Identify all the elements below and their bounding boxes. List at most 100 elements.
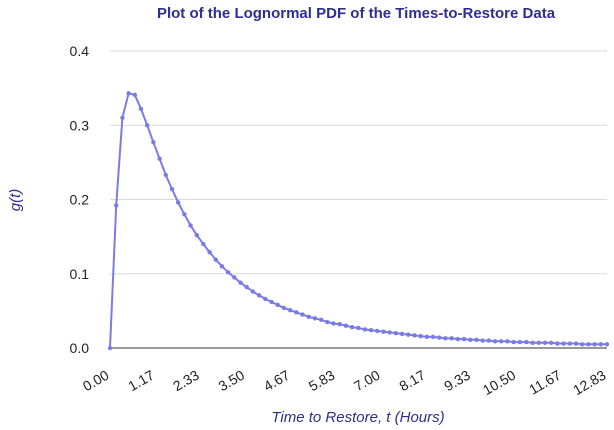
x-tick-label: 4.67	[261, 367, 293, 395]
data-point	[250, 289, 256, 294]
data-point	[580, 342, 585, 347]
data-point	[480, 338, 485, 343]
chart-title: Plot of the Lognormal PDF of the Times-t…	[157, 5, 556, 22]
data-point	[312, 316, 318, 321]
data-point	[256, 293, 262, 298]
data-point	[349, 325, 355, 330]
data-point	[194, 232, 199, 238]
x-axis-label: Time to Restore, t (Hours)	[271, 409, 444, 426]
data-point	[343, 323, 349, 328]
data-point	[225, 270, 231, 275]
x-tick-label: 7.00	[351, 367, 383, 395]
data-point	[138, 106, 144, 112]
data-point	[207, 250, 212, 255]
data-point	[132, 92, 137, 98]
x-tick-label: 0.00	[80, 367, 112, 395]
data-point	[430, 334, 436, 340]
data-point	[362, 327, 368, 332]
data-point	[188, 223, 193, 228]
data-point	[455, 336, 461, 342]
x-tick-label: 1.17	[125, 367, 157, 395]
data-point	[399, 331, 405, 337]
x-tick-label: 5.83	[306, 367, 338, 395]
data-point	[536, 340, 542, 346]
data-point	[406, 332, 411, 337]
data-point	[232, 275, 237, 280]
data-point	[244, 284, 249, 290]
series-line	[109, 92, 607, 349]
data-point	[542, 340, 548, 346]
data-point	[549, 340, 554, 346]
data-point	[517, 339, 523, 345]
data-point	[213, 257, 218, 262]
data-point	[331, 321, 336, 326]
data-point	[418, 333, 423, 339]
data-point	[555, 341, 560, 346]
y-tick-label: 0.2	[70, 192, 90, 208]
data-point	[113, 203, 119, 208]
data-point	[120, 115, 125, 121]
data-point	[163, 172, 168, 178]
data-point	[318, 317, 324, 322]
data-point	[524, 339, 529, 345]
y-tick-label: 0.1	[70, 266, 90, 282]
data-point	[437, 335, 442, 340]
data-point	[107, 345, 113, 351]
data-point	[499, 339, 504, 344]
x-tick-label: 10.50	[480, 367, 519, 398]
data-point	[530, 340, 535, 346]
data-point	[126, 91, 131, 96]
data-point	[201, 241, 206, 247]
x-tick-label: 9.33	[441, 367, 473, 395]
data-point	[505, 339, 510, 344]
x-tick-label: 8.17	[396, 367, 428, 395]
data-point	[325, 319, 330, 325]
data-point	[238, 280, 243, 285]
data-point	[337, 322, 342, 327]
data-point	[486, 338, 492, 343]
data-point	[157, 156, 162, 161]
data-point	[387, 330, 392, 335]
data-point	[412, 333, 417, 338]
series-group	[107, 91, 610, 351]
data-point	[182, 212, 187, 217]
y-tick-label: 0.3	[70, 117, 90, 133]
data-point	[275, 302, 280, 308]
data-point	[294, 310, 299, 315]
y-tick-label: 0.0	[70, 340, 90, 356]
x-tick-label: 12.83	[570, 367, 609, 398]
x-tick-label: 3.50	[215, 367, 247, 395]
data-point	[468, 337, 473, 343]
data-point	[424, 334, 430, 340]
data-point	[567, 341, 573, 346]
data-point	[598, 342, 604, 347]
data-point	[604, 342, 610, 347]
data-point	[269, 299, 274, 305]
data-point	[449, 336, 454, 341]
data-point	[368, 327, 374, 333]
data-point	[281, 305, 287, 311]
data-point	[461, 336, 467, 342]
y-axis-ticks: 0.0 0.1 0.2 0.3 0.4	[70, 43, 90, 356]
data-point	[175, 200, 181, 205]
data-point	[169, 186, 175, 192]
data-point	[586, 342, 591, 347]
data-point	[443, 336, 448, 341]
data-point	[561, 341, 566, 346]
data-point	[592, 342, 597, 347]
data-point	[393, 330, 399, 336]
x-tick-label: 2.33	[170, 367, 202, 395]
x-axis-ticks: 0.00 1.17 2.33 3.50 4.67 5.83 7.00 8.17 9.33 10.5…	[80, 367, 609, 398]
data-point	[306, 314, 311, 320]
data-point	[573, 341, 579, 346]
data-point	[300, 312, 305, 317]
data-point	[263, 296, 268, 302]
data-point	[492, 339, 498, 344]
data-point	[356, 325, 361, 331]
y-axis-label: g(t)	[7, 189, 24, 212]
x-tick-label: 11.67	[526, 367, 564, 398]
data-point	[144, 123, 150, 128]
data-point	[474, 337, 479, 343]
data-point	[287, 307, 293, 313]
